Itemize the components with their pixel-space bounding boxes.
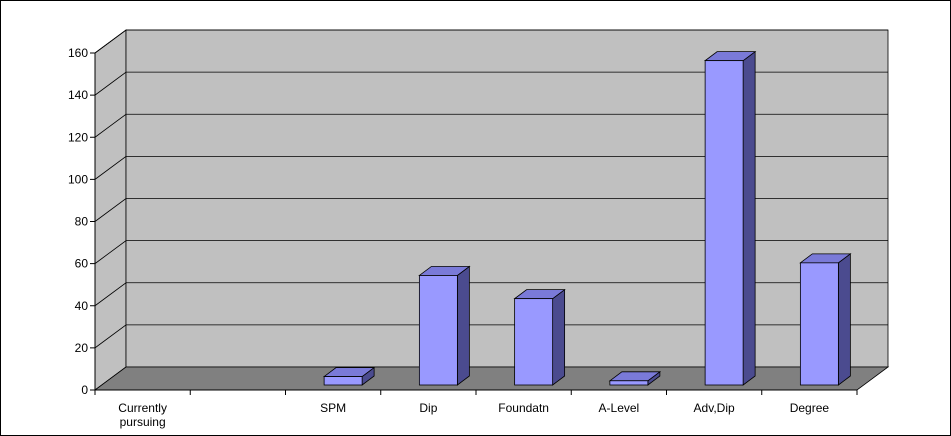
y-axis: 0 20 40 60 80 100 120 140 160 bbox=[68, 46, 96, 397]
bar-front bbox=[323, 376, 363, 386]
y-tick-label: 140 bbox=[68, 88, 88, 102]
x-tick-label: Degree bbox=[790, 401, 830, 415]
chart-floor bbox=[93, 366, 890, 391]
bar bbox=[513, 288, 566, 386]
bar-front bbox=[704, 60, 744, 386]
gridline bbox=[94, 29, 888, 54]
x-tick-label: Currently pursuing bbox=[118, 401, 167, 429]
bar bbox=[608, 370, 662, 386]
bar bbox=[418, 265, 471, 386]
bar-side bbox=[456, 265, 470, 386]
y-tick-label: 160 bbox=[68, 46, 88, 60]
gridline bbox=[94, 324, 888, 349]
bar-front bbox=[418, 275, 458, 386]
y-tick-label: 20 bbox=[75, 341, 89, 355]
y-tick-label: 60 bbox=[75, 257, 89, 271]
x-tick-label: A-Level bbox=[599, 401, 640, 415]
gridlines bbox=[94, 29, 888, 349]
x-axis: Currently pursuing SPM Dip Foundatn A-Level Ad… bbox=[94, 389, 858, 429]
bar bbox=[322, 366, 376, 386]
y-tick-label: 40 bbox=[75, 299, 89, 313]
bar-front bbox=[514, 298, 554, 386]
bar-side bbox=[837, 253, 851, 386]
y-tick-label: 0 bbox=[81, 383, 88, 397]
x-tick-label: SPM bbox=[320, 401, 346, 415]
gridline bbox=[94, 198, 888, 222]
x-tick-label: Adv,Dip bbox=[694, 401, 735, 415]
bar-side bbox=[552, 288, 566, 386]
bars bbox=[322, 50, 852, 386]
x-tick-label: Foundatn bbox=[498, 401, 549, 415]
bar-front bbox=[799, 262, 839, 386]
gridline bbox=[94, 71, 888, 96]
x-tick-label: Dip bbox=[419, 401, 437, 415]
y-tick-label: 100 bbox=[68, 172, 88, 186]
bar bbox=[703, 50, 757, 386]
bar bbox=[799, 253, 852, 386]
bar-front bbox=[609, 380, 649, 386]
gridline bbox=[94, 240, 888, 264]
gridline bbox=[94, 282, 888, 307]
gridline bbox=[94, 155, 888, 180]
y-tick-label: 120 bbox=[68, 130, 88, 144]
gridline bbox=[94, 113, 888, 138]
bar-side bbox=[742, 50, 756, 386]
y-tick-label: 80 bbox=[75, 215, 89, 229]
